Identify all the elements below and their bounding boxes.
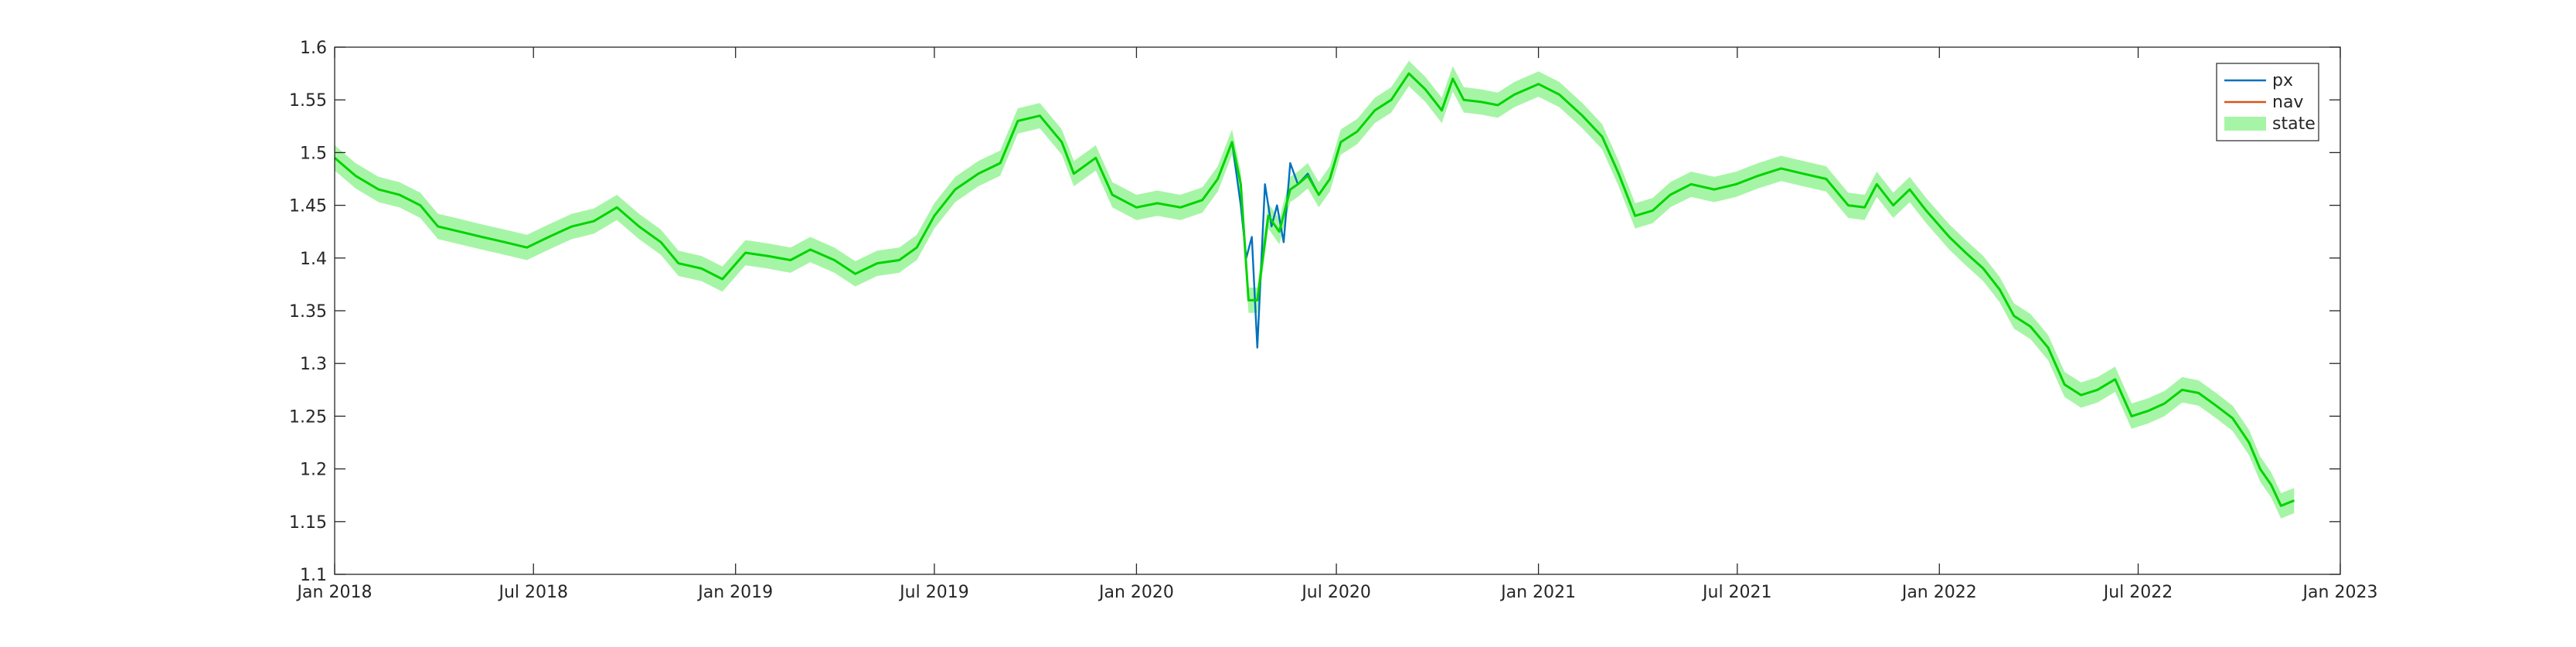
y-tick-label: 1.35: [289, 302, 327, 322]
x-tick-label: Jul 2022: [2102, 583, 2173, 602]
x-tick-label: Jan 2019: [696, 583, 773, 602]
legend-items: px nav state: [2224, 71, 2316, 134]
legend-label-state: state: [2272, 114, 2316, 134]
x-tick-label: Jul 2021: [1701, 583, 1772, 602]
x-tick-label: Jan 2023: [2302, 583, 2378, 602]
y-tick-label: 1.5: [300, 144, 327, 163]
y-tick-label: 1.3: [300, 355, 327, 374]
x-tick-label: Jan 2022: [1901, 583, 1977, 602]
y-tick-label: 1.55: [289, 91, 327, 111]
confidence-band-layer: [335, 60, 2295, 519]
y-tick-label: 1.2: [300, 461, 327, 480]
legend: px nav state: [2216, 63, 2319, 141]
series-line-state: [334, 72, 2295, 507]
legend-label-px: px: [2272, 71, 2293, 90]
tick-layer: Jan 2018 Jul 2018 Jan 2019 Jul 2019 Jan 2020…: [289, 39, 2377, 602]
series-line-layer: [334, 72, 2295, 507]
legend-label-nav: nav: [2272, 93, 2303, 112]
legend-swatch-state: [2224, 117, 2266, 131]
y-tick-label: 1.45: [289, 197, 327, 216]
x-tick-label: Jul 2019: [898, 583, 969, 602]
x-tick-label: Jan 2018: [296, 583, 373, 602]
x-tick-label: Jul 2020: [1300, 583, 1371, 602]
y-tick-label: 1.4: [300, 250, 327, 269]
y-tick-label: 1.15: [289, 513, 327, 533]
x-tick-label: Jan 2021: [1499, 583, 1576, 602]
y-tick-label: 1.6: [300, 39, 327, 58]
x-tick-label: Jan 2020: [1097, 583, 1174, 602]
y-tick-label: 1.25: [289, 407, 327, 427]
y-tick-label: 1.1: [300, 566, 327, 585]
state-band: [335, 60, 2295, 519]
x-tick-label: Jul 2018: [497, 583, 568, 602]
